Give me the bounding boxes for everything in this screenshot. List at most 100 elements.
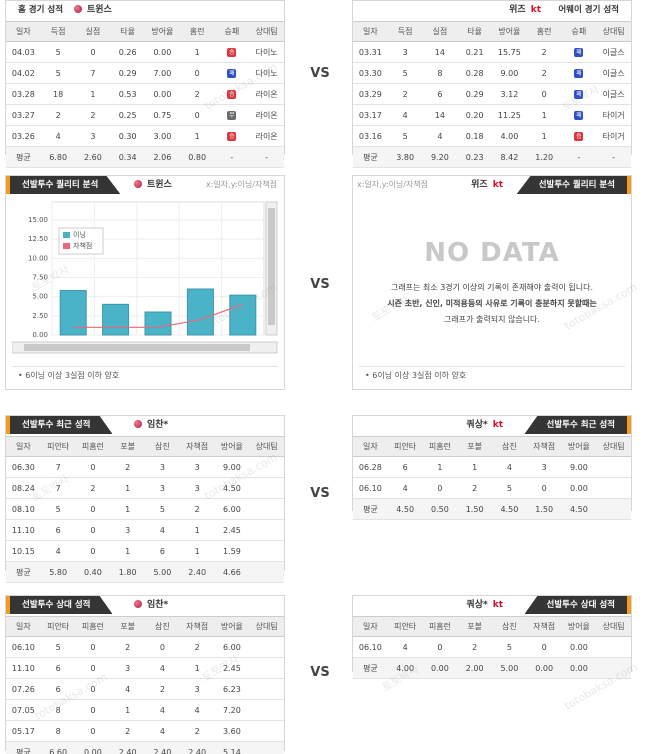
column-header: 득점 — [387, 21, 423, 42]
column-header: 방어율 — [561, 616, 597, 637]
table-cell: 11.10 — [6, 657, 41, 679]
table-cell: 0.00 — [526, 657, 562, 679]
section-title: 선발투수 최근 성적 — [6, 416, 113, 434]
table-cell: 0 — [75, 456, 111, 478]
table-cell: 0.18 — [457, 125, 492, 147]
table-cell: 5 — [40, 636, 76, 658]
column-header: 피홈런 — [75, 616, 111, 637]
table-cell: 6.23 — [214, 678, 250, 700]
panel-header: 선발투수 최근 성적 쿼상* kt — [353, 416, 631, 436]
panel-header: 홈 경기 성적 트윈스 — [6, 1, 284, 21]
table-cell: 0 — [75, 540, 111, 562]
table-cell: 0.20 — [457, 104, 492, 126]
bar — [229, 294, 257, 336]
table-cell: 3 — [145, 477, 180, 499]
result-badge: 패 — [574, 69, 584, 78]
table-cell: 0.29 — [457, 83, 492, 105]
panel-header: 어웨이 경기 성적 위즈 kt — [353, 1, 631, 21]
empty-cell — [596, 477, 631, 499]
table-cell: 평균 — [6, 561, 41, 583]
empty-cell — [596, 456, 631, 478]
column-header: 삼진 — [492, 436, 527, 457]
table-cell: 0.25 — [110, 104, 145, 126]
y-tick-label: 2.50 — [32, 312, 48, 320]
column-header: 타율 — [110, 21, 145, 42]
table-cell: 1 — [422, 456, 458, 478]
result-cell: 패 — [561, 62, 597, 84]
table-cell: 18 — [40, 83, 76, 105]
table-row: 11.10 6 0 3 4 1 2.45 — [6, 657, 284, 679]
table-cell: 0 — [422, 477, 458, 499]
bar — [59, 290, 87, 336]
table-row: 07.05 8 0 1 4 4 7.20 — [6, 699, 284, 721]
table-cell: 6 — [145, 540, 180, 562]
table-cell: 라이온 — [249, 104, 284, 126]
column-header: 방어율 — [492, 21, 527, 42]
vs-label: VS — [310, 486, 330, 501]
table-cell: 4 — [40, 125, 76, 147]
table-cell: 4 — [179, 699, 215, 721]
empty-cell — [249, 498, 284, 520]
empty-cell — [249, 519, 284, 541]
empty-cell — [596, 636, 631, 658]
team-logo: kt — [530, 5, 541, 15]
team-label: 임찬* — [134, 416, 168, 434]
column-header: 삼진 — [492, 616, 527, 637]
team-label: 트윈스 — [74, 1, 112, 19]
table-cell: 9.20 — [422, 146, 458, 168]
table-cell: 평균 — [353, 146, 388, 168]
table-cell: 5.00 — [492, 657, 527, 679]
result-cell: 패 — [561, 41, 597, 63]
table-cell: 다이노 — [249, 62, 284, 84]
column-header: 피홈런 — [422, 616, 458, 637]
table-cell: 2 — [40, 104, 76, 126]
team-name: 쿼상* — [466, 600, 488, 610]
table-cell: 평균 — [6, 741, 41, 754]
no-data: NO DATA — [424, 238, 560, 268]
no-data-message: 그래프는 최소 3경기 이상의 기록이 존재해야 출력이 됩니다. — [390, 283, 594, 292]
panel: 홈 경기 성적 트윈스 일자 득점 실점 타율 방어율 홈런 승패 상대팀 04.03 5 0 0.26 0… — [5, 0, 285, 168]
result-badge: 무 — [227, 111, 237, 120]
column-header: 삼진 — [145, 616, 180, 637]
team-icon — [134, 600, 142, 608]
column-header: 일자 — [353, 436, 388, 457]
empty-cell — [249, 561, 284, 583]
column-header: 피홈런 — [422, 436, 458, 457]
table-cell: 0 — [75, 678, 111, 700]
empty-cell — [249, 678, 284, 700]
axis-note: x:일자,y:이닝/자책점 — [357, 180, 429, 189]
result-cell: 승 — [214, 83, 250, 105]
table-cell: 1.20 — [526, 146, 562, 168]
legend-swatch — [63, 232, 70, 238]
table-cell: 2 — [179, 636, 215, 658]
table-cell: 타이거 — [596, 125, 631, 147]
column-header: 홈런 — [179, 21, 215, 42]
table-cell: 4 — [492, 456, 527, 478]
table-cell: 1 — [110, 477, 145, 499]
table-cell: 0.30 — [110, 125, 145, 147]
table-cell: 6.60 — [40, 741, 76, 754]
table-cell: 06.28 — [353, 456, 388, 478]
table-cell: 6 — [40, 519, 76, 541]
table-cell: 7 — [40, 456, 76, 478]
table-cell: 5.14 — [214, 741, 250, 754]
table-row: 04.03 5 0 0.26 0.00 1 승 다이노 — [6, 41, 284, 63]
table-cell: 0 — [145, 636, 180, 658]
column-header: 포볼 — [457, 436, 492, 457]
table-cell: 3 — [75, 125, 111, 147]
table-cell: 4.50 — [492, 498, 527, 520]
column-header: 자책점 — [179, 616, 215, 637]
result-badge: 패 — [574, 48, 584, 57]
table-cell: 14 — [422, 104, 458, 126]
section-title: 선발투수 최근 성적 — [524, 416, 631, 434]
table-row: 평균 5.80 0.40 1.80 5.00 2.40 4.66 — [6, 561, 284, 583]
table-cell: 타이거 — [596, 104, 631, 126]
table-cell: 4 — [422, 125, 458, 147]
stats-table: 일자 피안타 피홈런 포볼 삼진 자책점 방어율 상대팀 06.10 4 0 2 5 0 0.00 평균 4.0… — [353, 616, 631, 679]
table-cell: 0 — [179, 104, 215, 126]
column-header: 상대팀 — [249, 616, 284, 637]
vs-label: VS — [310, 66, 330, 81]
table-cell: 8.42 — [492, 146, 527, 168]
